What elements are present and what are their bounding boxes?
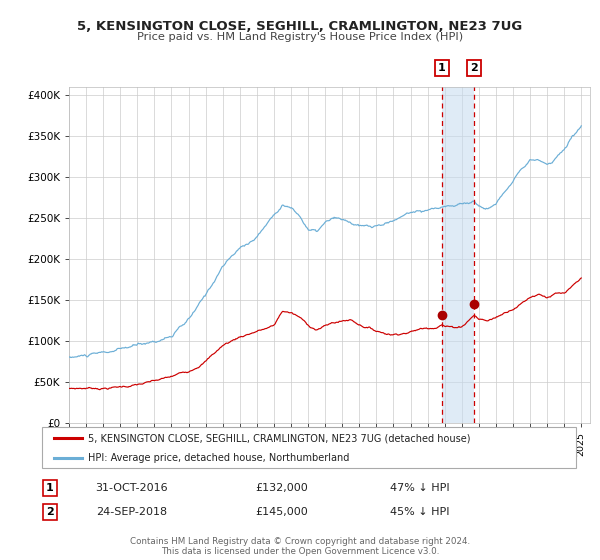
Text: Contains HM Land Registry data © Crown copyright and database right 2024.: Contains HM Land Registry data © Crown c… [130,537,470,546]
Bar [442,87,474,423]
FancyBboxPatch shape [42,427,576,468]
Text: 2: 2 [46,507,53,517]
Text: 2: 2 [470,63,478,73]
Text: 5, KENSINGTON CLOSE, SEGHILL, CRAMLINGTON, NE23 7UG (detached house): 5, KENSINGTON CLOSE, SEGHILL, CRAMLINGTO… [88,433,471,443]
Text: 5, KENSINGTON CLOSE, SEGHILL, CRAMLINGTON, NE23 7UG: 5, KENSINGTON CLOSE, SEGHILL, CRAMLINGTO… [77,20,523,32]
Text: This data is licensed under the Open Government Licence v3.0.: This data is licensed under the Open Gov… [161,547,439,556]
Text: £145,000: £145,000 [256,507,308,517]
Text: £132,000: £132,000 [256,483,308,493]
Text: 31-OCT-2016: 31-OCT-2016 [95,483,169,493]
Text: 47% ↓ HPI: 47% ↓ HPI [390,483,450,493]
Text: HPI: Average price, detached house, Northumberland: HPI: Average price, detached house, Nort… [88,453,350,463]
Text: 1: 1 [438,63,446,73]
Text: 45% ↓ HPI: 45% ↓ HPI [390,507,450,517]
Text: 1: 1 [46,483,53,493]
Text: 24-SEP-2018: 24-SEP-2018 [97,507,167,517]
Text: Price paid vs. HM Land Registry's House Price Index (HPI): Price paid vs. HM Land Registry's House … [137,32,463,43]
